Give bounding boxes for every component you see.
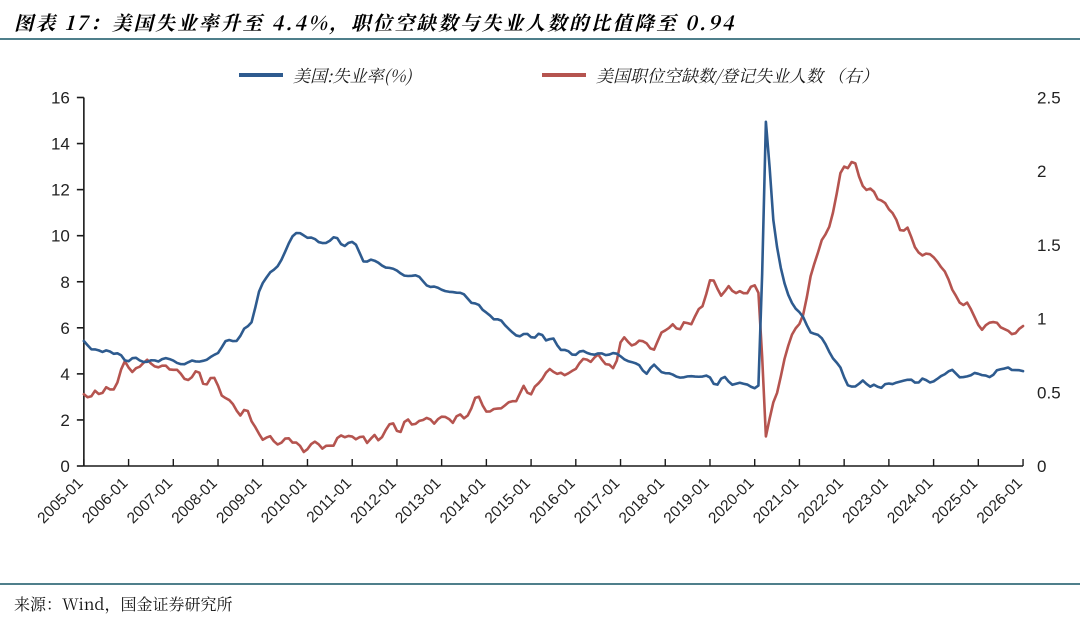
svg-text:2024-01: 2024-01 bbox=[884, 475, 936, 527]
svg-text:2020-01: 2020-01 bbox=[705, 475, 757, 527]
svg-text:2014-01: 2014-01 bbox=[437, 475, 489, 527]
svg-text:2012-01: 2012-01 bbox=[347, 475, 399, 527]
svg-text:0: 0 bbox=[1037, 457, 1046, 476]
svg-text:8: 8 bbox=[60, 273, 69, 292]
svg-text:2008-01: 2008-01 bbox=[169, 475, 221, 527]
svg-text:6: 6 bbox=[60, 319, 69, 338]
svg-text:10: 10 bbox=[51, 227, 70, 246]
svg-text:2007-01: 2007-01 bbox=[124, 475, 176, 527]
svg-text:2023-01: 2023-01 bbox=[839, 475, 891, 527]
svg-text:2: 2 bbox=[60, 411, 69, 430]
svg-text:0.5: 0.5 bbox=[1037, 383, 1061, 402]
svg-text:2025-01: 2025-01 bbox=[929, 475, 981, 527]
svg-text:2009-01: 2009-01 bbox=[213, 475, 265, 527]
svg-text:1.5: 1.5 bbox=[1037, 236, 1061, 255]
svg-text:2013-01: 2013-01 bbox=[392, 475, 444, 527]
svg-text:2022-01: 2022-01 bbox=[795, 475, 847, 527]
svg-text:0: 0 bbox=[60, 457, 69, 476]
svg-text:2011-01: 2011-01 bbox=[304, 475, 355, 526]
svg-text:1: 1 bbox=[1037, 310, 1046, 329]
svg-text:2015-01: 2015-01 bbox=[482, 475, 534, 527]
svg-text:2006-01: 2006-01 bbox=[79, 475, 131, 527]
svg-text:2018-01: 2018-01 bbox=[616, 475, 668, 527]
svg-text:14: 14 bbox=[51, 135, 70, 154]
svg-text:2016-01: 2016-01 bbox=[526, 475, 578, 527]
svg-text:2.5: 2.5 bbox=[1037, 90, 1061, 108]
svg-text:2019-01: 2019-01 bbox=[661, 475, 713, 527]
svg-text:2026-01: 2026-01 bbox=[974, 475, 1026, 527]
svg-text:2005-01: 2005-01 bbox=[34, 475, 86, 527]
svg-text:2017-01: 2017-01 bbox=[571, 475, 623, 527]
svg-text:12: 12 bbox=[51, 181, 70, 200]
svg-text:2: 2 bbox=[1037, 162, 1046, 181]
svg-text:4: 4 bbox=[60, 365, 69, 384]
svg-text:2010-01: 2010-01 bbox=[258, 475, 310, 527]
svg-text:2021-01: 2021-01 bbox=[750, 475, 802, 527]
svg-text:16: 16 bbox=[51, 90, 70, 108]
